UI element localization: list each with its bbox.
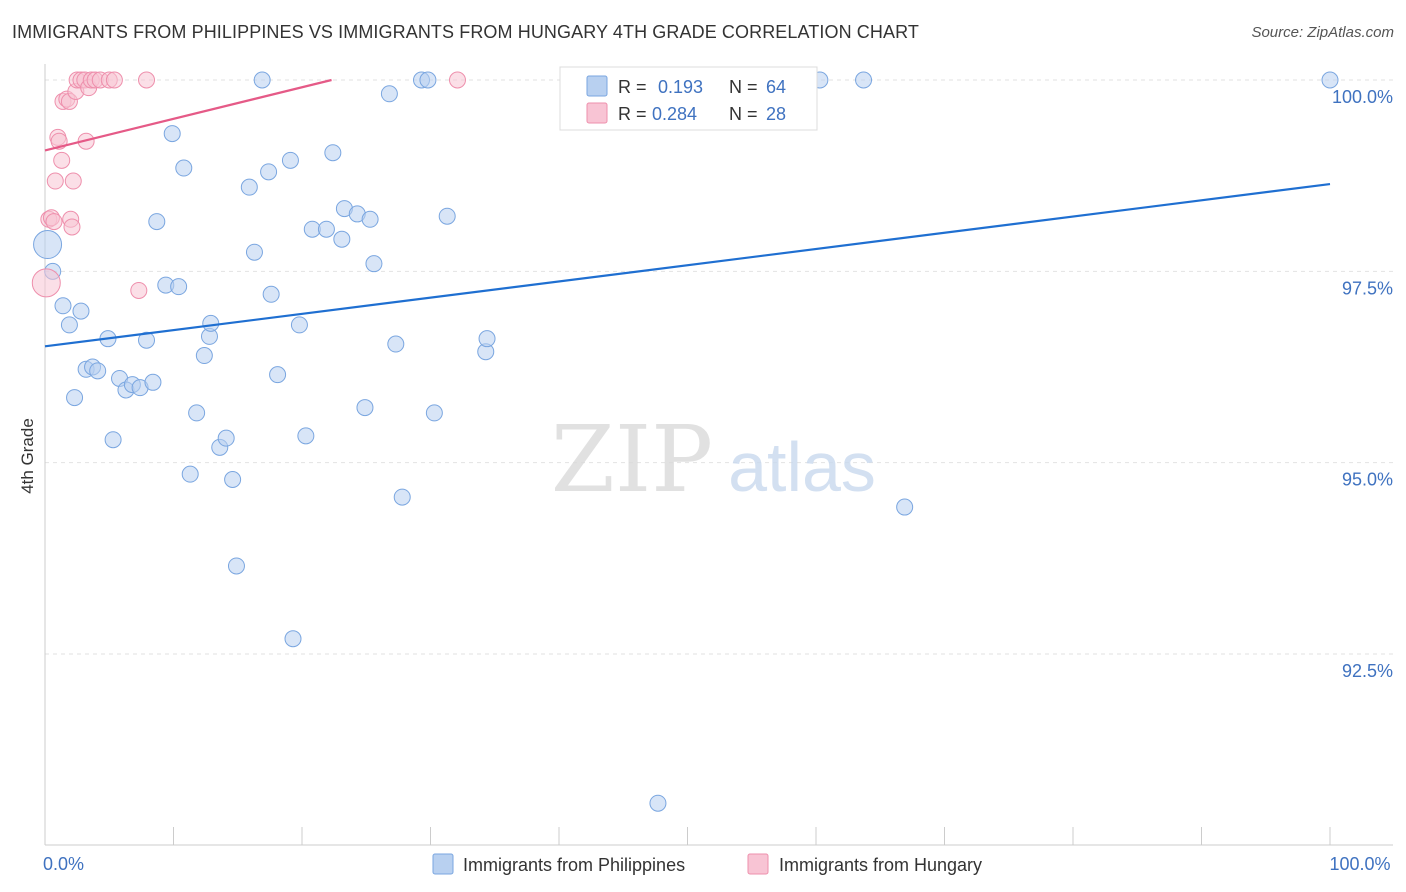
- series-legend-swatch-philippines: [432, 853, 454, 875]
- axes: [44, 64, 1393, 846]
- point-philippines: [253, 71, 271, 89]
- series-legend-swatch-hungary: [747, 853, 769, 875]
- point-hungary: [64, 172, 82, 190]
- x-tick-label: 100.0%: [1329, 854, 1390, 874]
- point-philippines: [33, 230, 63, 260]
- legend-n-value-philippines: 64: [766, 77, 786, 97]
- series-legend-label-hungary: Immigrants from Hungary: [779, 855, 982, 875]
- point-philippines: [361, 210, 379, 228]
- point-philippines: [281, 151, 299, 169]
- legend-n-value-hungary: 28: [766, 104, 786, 124]
- point-philippines: [262, 285, 280, 303]
- point-philippines: [188, 404, 206, 422]
- point-philippines: [365, 255, 383, 273]
- point-philippines: [175, 159, 193, 177]
- trend-line-philippines: [44, 182, 1331, 348]
- legend-n-label-philippines: N =: [729, 77, 758, 97]
- point-philippines: [202, 314, 220, 332]
- point-hungary: [448, 71, 466, 89]
- legend-r-label-hungary: R =: [618, 104, 647, 124]
- point-hungary: [53, 151, 71, 169]
- legend-r-value-hungary: 0.284: [652, 104, 697, 124]
- y-axis-title: 4th Grade: [18, 418, 37, 494]
- point-philippines: [303, 220, 321, 238]
- point-philippines: [419, 71, 437, 89]
- point-philippines: [181, 465, 199, 483]
- point-philippines: [217, 429, 235, 447]
- point-philippines: [290, 316, 308, 334]
- point-philippines: [317, 220, 335, 238]
- point-philippines: [144, 373, 162, 391]
- point-philippines: [393, 488, 411, 506]
- y-tick-label: 97.5%: [1342, 278, 1393, 298]
- series-legend: Immigrants from Philippines Immigrants f…: [432, 853, 982, 875]
- legend-swatch-philippines: [586, 75, 608, 97]
- watermark-atlas: atlas: [728, 428, 876, 506]
- point-philippines: [163, 125, 181, 143]
- point-philippines: [297, 427, 315, 445]
- point-philippines: [260, 163, 278, 181]
- point-philippines: [438, 207, 456, 225]
- legend-swatch-hungary: [586, 102, 608, 124]
- y-tick-label: 92.5%: [1342, 661, 1393, 681]
- chart-title: IMMIGRANTS FROM PHILIPPINES VS IMMIGRANT…: [12, 22, 919, 42]
- gridlines: [45, 79, 1393, 655]
- x-tick-label: 0.0%: [43, 854, 84, 874]
- point-philippines: [245, 243, 263, 261]
- point-philippines: [72, 302, 90, 320]
- point-philippines: [227, 557, 245, 575]
- point-hungary: [46, 172, 64, 190]
- legend-box: R = 0.193 N = 64 R = 0.284 N = 28: [559, 66, 818, 131]
- y-tick-label: 95.0%: [1342, 470, 1393, 490]
- point-philippines: [104, 431, 122, 449]
- point-philippines: [89, 362, 107, 380]
- point-philippines: [896, 498, 914, 516]
- point-philippines: [60, 316, 78, 334]
- point-hungary: [138, 71, 156, 89]
- point-philippines: [425, 404, 443, 422]
- point-philippines: [478, 330, 496, 348]
- point-philippines: [66, 389, 84, 407]
- point-philippines: [1321, 71, 1339, 89]
- point-philippines: [356, 399, 374, 417]
- trend-lines: [44, 78, 1331, 348]
- point-hungary: [31, 268, 61, 298]
- point-philippines: [138, 331, 156, 349]
- point-philippines: [170, 278, 188, 296]
- source-label: Source: ZipAtlas.com: [1251, 24, 1394, 41]
- point-philippines: [240, 178, 258, 196]
- legend-r-value-philippines: 0.193: [658, 77, 703, 97]
- point-hungary: [130, 281, 148, 299]
- point-philippines: [54, 297, 72, 315]
- point-philippines: [855, 71, 873, 89]
- point-philippines: [195, 347, 213, 365]
- point-hungary: [63, 218, 81, 236]
- point-philippines: [224, 471, 242, 489]
- point-philippines: [649, 794, 667, 812]
- y-tick-label: 100.0%: [1332, 87, 1393, 107]
- point-hungary: [45, 213, 63, 231]
- point-philippines: [387, 335, 405, 353]
- legend-n-label-hungary: N =: [729, 104, 758, 124]
- point-hungary: [105, 71, 123, 89]
- trend-line-hungary: [44, 78, 332, 152]
- point-philippines: [269, 366, 287, 384]
- tick-labels: 100.0% 97.5% 95.0% 92.5% 0.0% 100.0%: [43, 87, 1393, 874]
- legend-r-label-philippines: R =: [618, 77, 647, 97]
- watermark-zip: ZIP: [551, 406, 713, 513]
- series-legend-label-philippines: Immigrants from Philippines: [463, 855, 685, 875]
- point-philippines: [333, 230, 351, 248]
- point-philippines: [284, 630, 302, 648]
- point-philippines: [380, 85, 398, 103]
- scatter-points: [31, 71, 1339, 812]
- point-philippines: [324, 144, 342, 162]
- point-philippines: [148, 213, 166, 231]
